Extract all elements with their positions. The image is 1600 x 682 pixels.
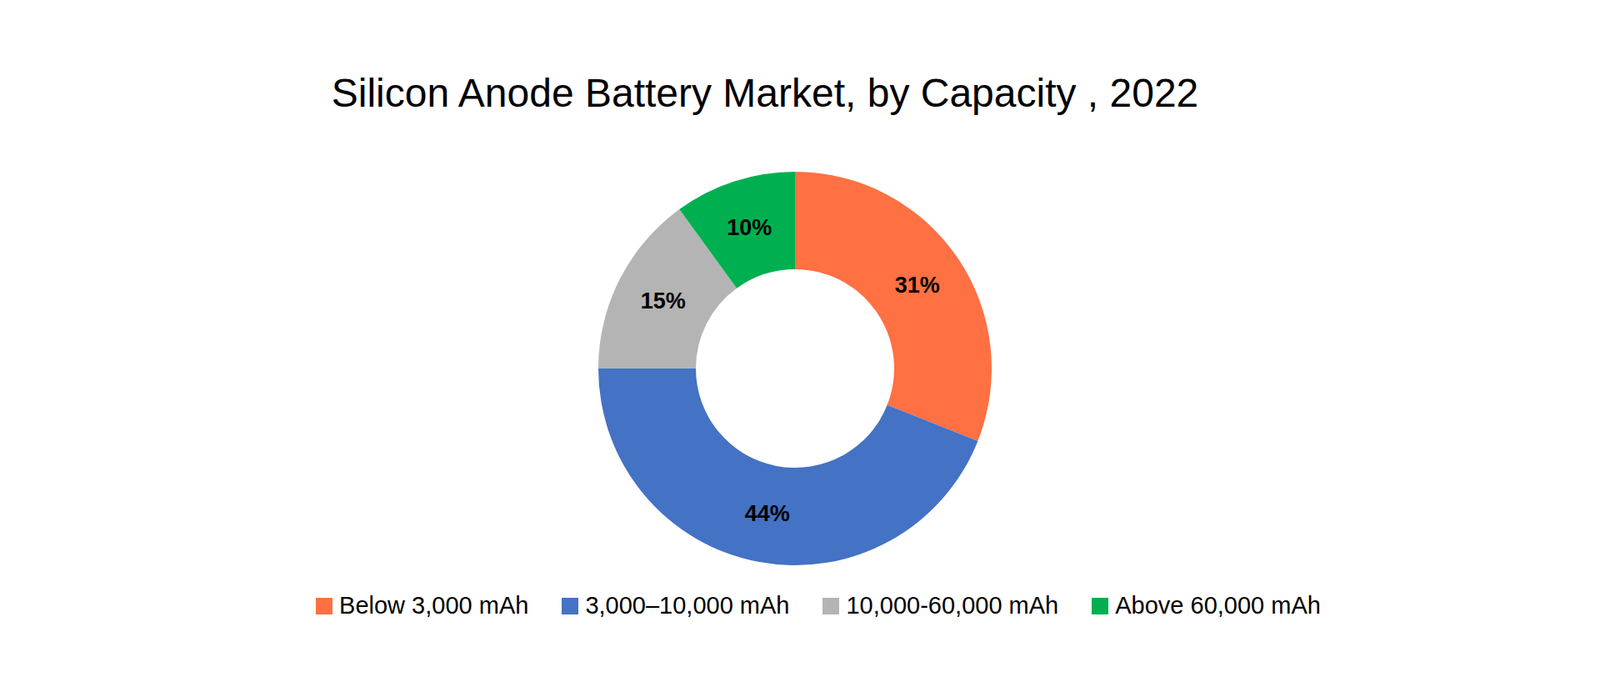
html-text:Above 60,000 mAh: Above 60,000 mAh — [1115, 591, 1321, 619]
svg-text:31%: 31% — [895, 272, 940, 298]
svg-text:44%: 44% — [745, 500, 790, 526]
html-text:Silicon Anode Battery Market,: Silicon Anode Battery Market, by Capacit… — [331, 70, 1199, 115]
svg-text:10%: 10% — [726, 215, 772, 240]
svg-text:15%: 15% — [640, 288, 686, 314]
html-text:10,000-60,000 mAh: 10,000-60,000 mAh — [846, 591, 1059, 619]
html-text:3,000–10,000 mAh: 3,000–10,000 mAh — [585, 591, 790, 619]
html-text:Below 3,000 mAh: Below 3,000 mAh — [339, 591, 529, 619]
